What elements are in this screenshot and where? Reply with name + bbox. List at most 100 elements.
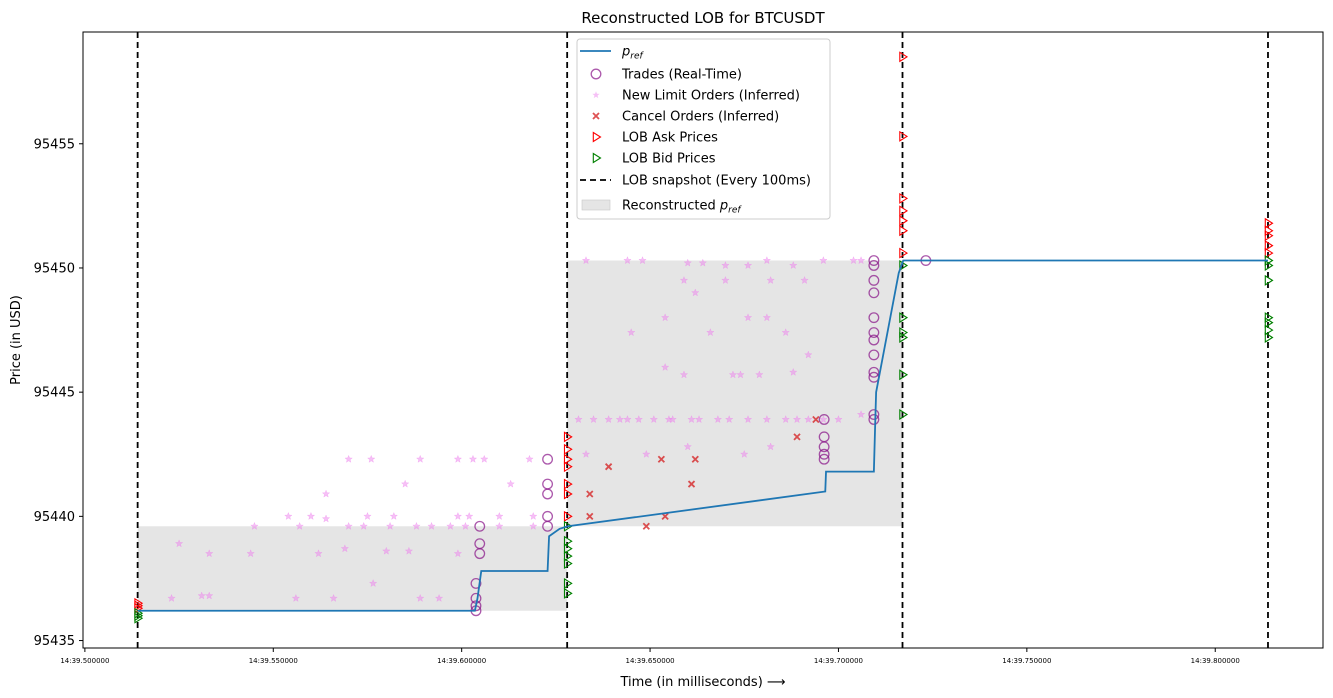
y-tick-label: 95455 <box>34 137 75 152</box>
new-limit-order-point <box>694 414 704 424</box>
new-limit-order-point <box>174 539 184 548</box>
new-limit-order-point <box>781 328 790 337</box>
new-limit-order-point <box>683 442 693 451</box>
new-limit-order-point <box>321 514 331 523</box>
new-limit-order-point <box>495 521 504 530</box>
lob-ask-point <box>899 205 909 217</box>
x-tick-label: 14:39.800000 <box>1191 657 1240 665</box>
new-limit-order-point <box>453 454 463 463</box>
new-limit-order-point <box>819 414 828 424</box>
new-limit-order-point <box>291 593 301 602</box>
trade-point <box>868 349 880 361</box>
lob-ask-point <box>563 443 573 455</box>
new-limit-order-point <box>368 578 378 588</box>
new-limit-order-point <box>581 449 591 458</box>
new-limit-order-point <box>743 414 753 424</box>
lob-ask-point <box>563 453 573 465</box>
cancel-order-point <box>793 433 801 441</box>
new-limit-order-point <box>329 593 338 602</box>
lob-bid-point <box>899 369 909 381</box>
chart-title: Reconstructed LOB for BTCUSDT <box>581 9 825 27</box>
new-limit-order-point <box>660 362 670 371</box>
lob-ask-point <box>1264 247 1274 259</box>
lob-ask-point <box>563 510 573 522</box>
new-limit-order-point <box>623 256 632 265</box>
new-limit-order-point <box>623 414 632 424</box>
trade-point <box>542 510 554 522</box>
new-limit-order-point <box>690 288 700 297</box>
new-limit-order-point <box>743 313 753 322</box>
new-limit-order-point <box>389 511 399 521</box>
new-limit-order-point <box>434 593 444 602</box>
new-limit-order-point <box>604 414 613 424</box>
new-limit-order-point <box>453 549 463 558</box>
new-limit-order-point <box>528 521 538 530</box>
new-limit-order-point <box>687 414 696 424</box>
lob-ask-point <box>134 597 144 609</box>
x-tick-label: 14:39.550000 <box>249 657 298 665</box>
plot-frame <box>82 31 1324 649</box>
new-limit-order-point <box>400 479 410 488</box>
y-axis-label: Price (in USD) <box>9 295 24 385</box>
legend-trades-swatch <box>590 68 602 80</box>
new-limit-order-point <box>468 454 478 463</box>
legend-new-limit-swatch <box>592 91 600 99</box>
new-limit-order-point <box>340 544 350 553</box>
lob-bid-point <box>563 520 573 532</box>
legend-label: New Limit Orders (Inferred) <box>622 89 800 104</box>
cancel-order-point <box>642 522 650 530</box>
trade-point <box>868 414 880 425</box>
legend-label: LOB snapshot (Every 100ms) <box>622 174 811 189</box>
new-limit-order-point <box>755 370 764 379</box>
new-limit-order-point <box>284 511 293 521</box>
trade-point <box>868 334 880 346</box>
trade-point <box>868 255 880 266</box>
trade-point <box>868 287 880 299</box>
lob-bid-point <box>563 535 573 547</box>
new-limit-order-point <box>461 521 470 530</box>
new-limit-order-point <box>344 454 353 463</box>
new-limit-order-point <box>479 454 489 463</box>
new-limit-order-point <box>819 256 828 265</box>
lob-ask-point <box>899 130 909 142</box>
new-limit-order-point <box>615 414 625 424</box>
legend-label: Cancel Orders (Inferred) <box>622 110 779 125</box>
legend-band-swatch <box>581 199 611 211</box>
lob-ask-point <box>563 478 573 490</box>
legend-label: Reconstructed pref <box>622 199 742 216</box>
legend-box <box>576 38 831 220</box>
pref-line-group <box>137 259 1268 612</box>
trade-point <box>868 312 880 324</box>
new-limit-order-point <box>721 275 730 285</box>
new-limit-order-point <box>415 593 425 602</box>
new-limit-order-point <box>804 414 813 424</box>
new-limit-order-point <box>314 549 323 558</box>
lob-bid-point <box>563 587 573 599</box>
x-axis-label: Time (in milliseconds) ⟶ <box>619 675 785 690</box>
pref-line <box>137 259 1268 612</box>
new-limit-order-point <box>728 370 738 379</box>
new-limit-order-point <box>762 256 772 265</box>
new-limit-order-point <box>766 275 775 285</box>
legend-ask-swatch <box>592 131 602 143</box>
lob-bid-point <box>899 409 909 421</box>
new-limit-order-point <box>363 511 372 521</box>
lob-ask-point <box>1264 217 1274 229</box>
new-limit-order-point <box>762 414 772 424</box>
new-limit-order-point <box>834 414 843 424</box>
new-limit-order-point <box>788 260 798 270</box>
new-limit-order-point <box>698 258 708 267</box>
new-limit-order-point <box>721 260 730 270</box>
cancel-order-point <box>691 455 699 463</box>
new-limit-order-point <box>792 414 802 424</box>
new-limit-order-point <box>706 328 715 337</box>
y-tick-label: 95450 <box>34 261 75 276</box>
new-limit-order-point <box>506 479 515 488</box>
lob-bid-point <box>1264 324 1274 336</box>
lob-bid-point <box>1264 332 1274 344</box>
new-limit-order-point <box>800 275 809 285</box>
lob-bid-point <box>899 327 909 339</box>
cancel-order-point <box>812 415 820 424</box>
lob-ask-point <box>899 247 909 259</box>
trade-point <box>868 260 880 271</box>
